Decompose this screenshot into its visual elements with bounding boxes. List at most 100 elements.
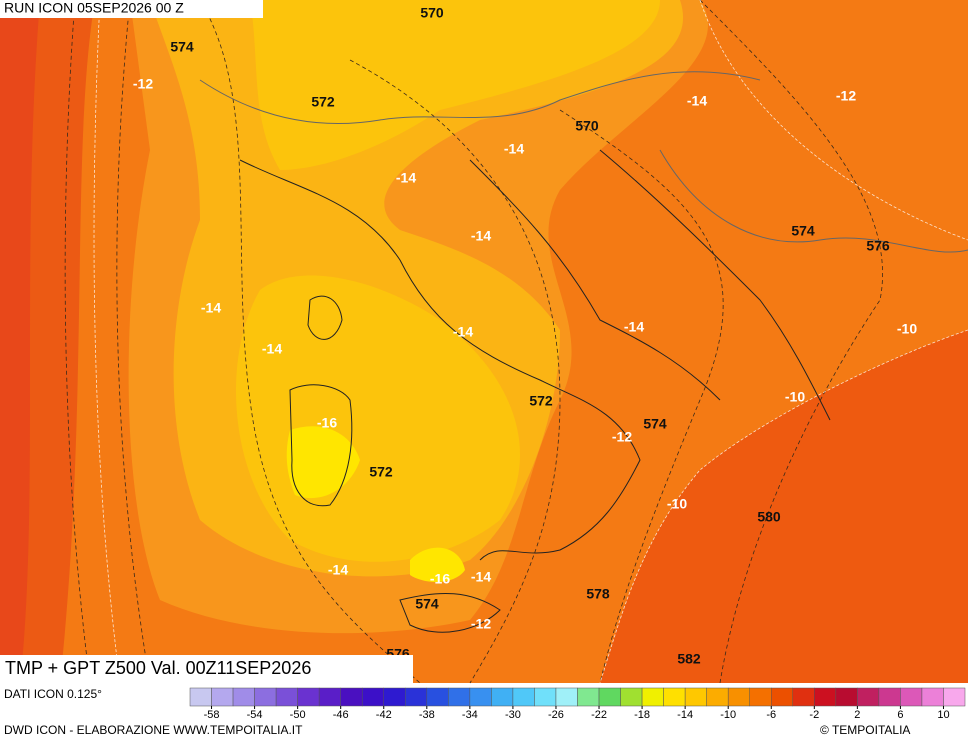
coastline-adriatic — [469, 159, 721, 401]
geopotential-label: 578 — [586, 586, 610, 602]
temperature-label: -14 — [687, 93, 707, 109]
temperature-label: -14 — [328, 562, 348, 578]
isotherm — [699, 0, 968, 241]
colorbar-tick-label: -34 — [462, 709, 478, 721]
temperature-label: -12 — [133, 76, 153, 92]
geopotential-label: 576 — [866, 238, 890, 254]
colorbar-tick-label: -58 — [204, 709, 220, 721]
contour-labels: 5705745725705745765725745725805785745825… — [133, 5, 917, 667]
colorbar-swatch — [232, 687, 255, 707]
colorbar-swatch — [297, 687, 320, 707]
colorbar-tick-label: -26 — [548, 709, 564, 721]
colorbar-tick-label: -2 — [809, 709, 819, 721]
temperature-label: -12 — [612, 429, 632, 445]
colorbar-swatch — [943, 687, 966, 707]
colorbar-swatch — [706, 687, 729, 707]
geopotential-label: 574 — [643, 416, 667, 432]
temperature-label: -14 — [504, 141, 524, 157]
colorbar-swatch — [620, 687, 643, 707]
geopotential-label: 574 — [791, 223, 815, 239]
colorbar-swatch — [749, 687, 772, 707]
colorbar-swatch — [792, 687, 815, 707]
colorbar-tick-label: -14 — [677, 709, 693, 721]
colorbar-tick-label: -54 — [247, 709, 263, 721]
colorbar-swatch — [555, 687, 578, 707]
temperature-label: -14 — [262, 341, 282, 357]
map: 5705745725705745765725745725805785745825… — [0, 0, 968, 684]
colorbar-swatch — [921, 687, 944, 707]
geopotential-contour — [559, 109, 724, 684]
colorbar-tick-label: -22 — [591, 709, 607, 721]
colorbar-tick-label: -46 — [333, 709, 349, 721]
colorbar-tick-label: -42 — [376, 709, 392, 721]
map-title: TMP + GPT Z500 Val. 00Z11SEP2026 — [5, 658, 311, 678]
colorbar-swatch — [211, 687, 234, 707]
geopotential-contour — [199, 0, 421, 684]
coastline-italy — [239, 159, 641, 561]
colorbar-swatch — [641, 687, 664, 707]
geopotential-contour — [116, 0, 151, 684]
geopotential-label: 582 — [677, 651, 701, 667]
run-box — [0, 0, 263, 18]
colorbar-swatch — [383, 687, 406, 707]
colorbar-swatch — [426, 687, 449, 707]
warm-zone-west-core — [0, 0, 40, 683]
run-label: RUN ICON 05SEP2026 00 Z — [4, 0, 184, 16]
colorbar-swatch — [663, 687, 686, 707]
coastline-sicily — [399, 593, 501, 633]
isotherm — [599, 329, 968, 684]
temperature-label: -10 — [785, 389, 805, 405]
temperature-label: -12 — [836, 88, 856, 104]
colorbar: -58 -54 -50 -46 -42 -38 -34 -30 -26 -22 -18 -14 -10 -… — [189, 687, 966, 721]
cold-core-sicily — [410, 547, 465, 582]
colorbar-swatch — [189, 687, 212, 707]
colorbar-swatch — [577, 687, 600, 707]
temperature-label: -10 — [667, 496, 687, 512]
geopotential-label: 572 — [369, 464, 393, 480]
colorbar-swatch — [340, 687, 363, 707]
colorbar-tick-label: -30 — [505, 709, 521, 721]
colorbar-swatch — [727, 687, 750, 707]
geopotential-contour — [699, 0, 883, 684]
geopotential-label: 574 — [170, 39, 194, 55]
geopotential-label: 570 — [575, 118, 599, 134]
colorbar-swatch — [534, 687, 557, 707]
border-balkans — [659, 149, 968, 253]
data-source: DATI ICON 0.125° — [4, 687, 102, 701]
geopotential-contour — [64, 0, 91, 684]
temperature-label: -10 — [897, 321, 917, 337]
coastline-corsica — [307, 295, 343, 340]
colorbar-swatch — [878, 687, 901, 707]
colorbar-swatch — [361, 687, 385, 707]
temperature-label: -14 — [471, 228, 491, 244]
colorbar-tick-label: 10 — [937, 709, 949, 721]
colorbar-tick-label: -50 — [290, 709, 306, 721]
cold-core-sardinia — [286, 426, 360, 499]
temperature-label: -16 — [317, 415, 337, 431]
temperature-label: -16 — [430, 571, 450, 587]
colorbar-swatch — [448, 687, 471, 707]
border-alps — [199, 71, 761, 125]
temperature-label: -14 — [396, 170, 416, 186]
temperature-label: -12 — [471, 616, 491, 632]
coastline-sardinia — [289, 384, 353, 507]
colorbar-swatch — [318, 687, 341, 707]
geopotential-label: 572 — [529, 393, 553, 409]
colorbar-swatch — [814, 687, 837, 707]
colorbar-swatch — [254, 687, 277, 707]
colorbar-swatch — [684, 687, 707, 707]
colorbar-tick-label: -38 — [419, 709, 435, 721]
geopotential-label: 574 — [415, 596, 439, 612]
colorbar-tick-label: -6 — [766, 709, 776, 721]
geopotential-label: 572 — [311, 94, 335, 110]
footer: DATI ICON 0.125° DWD ICON - ELABORAZIONE… — [4, 687, 966, 737]
temperature-label: -14 — [624, 319, 644, 335]
temperature-label: -14 — [471, 569, 491, 585]
credits: DWD ICON - ELABORAZIONE WWW.TEMPOITALIA.… — [4, 723, 303, 737]
colorbar-swatch — [512, 687, 535, 707]
colorbar-tick-label: -18 — [634, 709, 650, 721]
colorbar-tick-label: -10 — [720, 709, 736, 721]
colorbar-swatch — [598, 687, 621, 707]
colorbar-swatch — [275, 687, 298, 707]
